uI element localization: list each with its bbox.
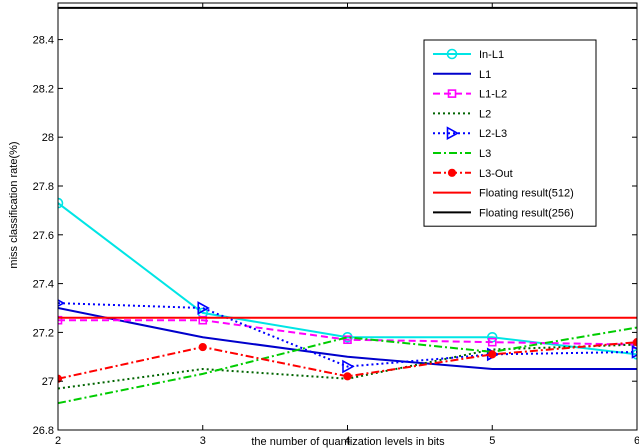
legend-label-l1: L1 — [479, 69, 491, 81]
legend-label-l3-out: L3-Out — [479, 168, 513, 180]
data-point-in-l1 — [342, 331, 353, 343]
data-point-l3-out — [632, 338, 637, 347]
series-line-l3 — [58, 326, 637, 405]
legend-label-l2: L2 — [479, 108, 491, 120]
legend-marker-l3-out — [447, 168, 457, 177]
x-tick-label: 6 — [634, 435, 639, 447]
y-tick-label: 28 — [42, 132, 54, 144]
legend-box — [423, 39, 597, 227]
legend-label-floating-result-256: Floating result(256) — [479, 207, 574, 219]
x-tick-label: 4 — [344, 435, 350, 447]
plot-area — [58, 6, 637, 405]
y-tick-label: 26.8 — [33, 425, 54, 437]
data-point-l3-out — [488, 350, 497, 359]
x-tick-label: 2 — [55, 435, 61, 447]
y-tick-label: 27 — [42, 376, 54, 388]
x-tick-label: 5 — [489, 435, 495, 447]
data-point-l1-l2 — [343, 335, 352, 345]
x-tick-label: 3 — [200, 435, 206, 447]
legend-label-l3: L3 — [479, 148, 491, 160]
data-point-in-l1 — [58, 197, 64, 209]
data-point-l1-l2 — [198, 315, 208, 325]
series-group — [58, 6, 637, 405]
data-point-l1-l2 — [487, 337, 497, 347]
legend-marker-in-l1 — [446, 48, 458, 60]
x-axis-label: the number of quantization levels in bit… — [251, 436, 445, 448]
series-line-l1 — [58, 307, 637, 370]
data-point-l3-out — [343, 372, 352, 381]
data-point-l1-l2 — [58, 315, 63, 325]
legend-label-l2-l3: L2-L3 — [479, 128, 507, 140]
legend-marker-l2-l3 — [446, 126, 460, 141]
series-line-l1-l2 — [58, 319, 637, 346]
legend-marker-l1-l2 — [447, 89, 457, 98]
legend-label-l1-l2: L1-L2 — [479, 89, 507, 101]
y-tick-label: 27.6 — [33, 230, 54, 242]
series-line-l2-l3 — [58, 302, 637, 368]
legend-label-floating-result-512: Floating result(512) — [479, 188, 574, 200]
y-tick-label: 27.2 — [33, 327, 54, 339]
data-point-l3-out — [198, 342, 207, 352]
legend-label-in-l1: In-L1 — [479, 49, 504, 61]
y-tick-label: 28.4 — [33, 35, 54, 47]
axes: 2 3 4 5 6 26.8 27 27.2 27.4 27.6 27.8 28 28.2 28.4 — [33, 2, 639, 447]
y-axis-label: miss classification rate(%) — [8, 141, 20, 268]
data-point-l2-l3 — [197, 301, 210, 315]
legend: In-L1 L1 L1-L2 L2 L2-L3 L3 L3-Out Floating resu… — [423, 39, 597, 227]
data-point-l2-l3 — [631, 345, 637, 359]
y-tick-label: 27.4 — [33, 279, 54, 291]
y-tick-label: 27.8 — [33, 181, 54, 193]
data-point-l2-l3 — [342, 359, 355, 374]
y-tick-label: 28.2 — [33, 83, 54, 95]
